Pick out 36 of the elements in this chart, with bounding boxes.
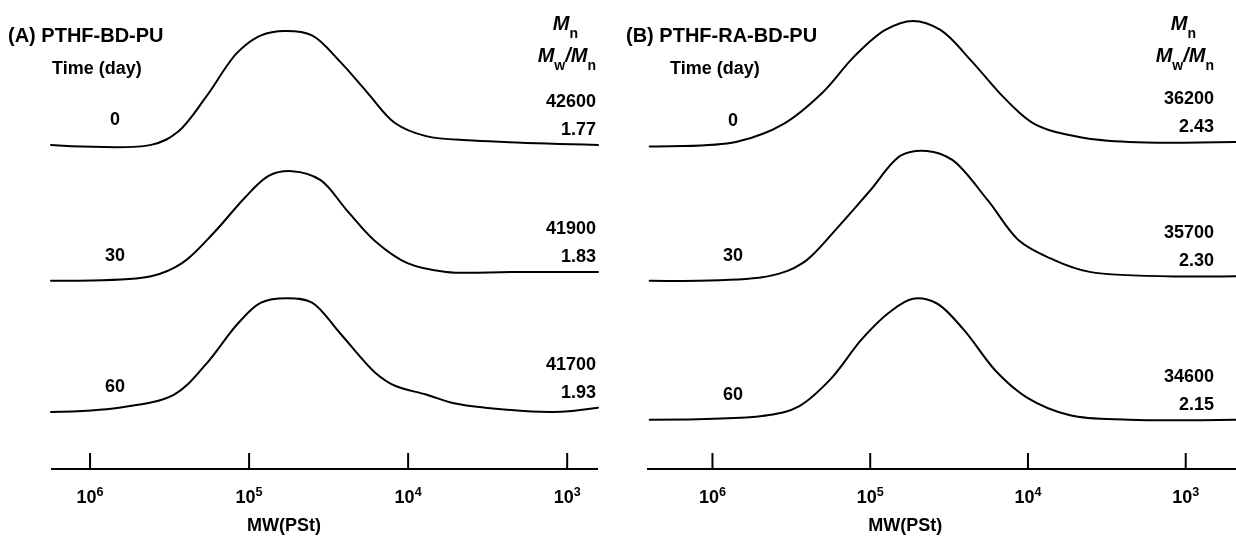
x-axis-title: MW(PSt) [868, 515, 943, 535]
legend-title: Time (day) [52, 58, 142, 78]
x-axis-title: MW(PSt) [247, 515, 322, 535]
annotation: M$_{w}$/M$_{n}$ [537, 44, 596, 73]
annotation: M$_{n}$ [1170, 12, 1196, 41]
x-tick-label: 10$^{5}$ [856, 485, 884, 507]
annotation: 1.93 [560, 381, 596, 402]
annotation: M$_{w}$/M$_{n}$ [1155, 44, 1214, 73]
series-label: 0 [109, 108, 121, 129]
annotation: 41900 [545, 217, 596, 238]
series-label: 30 [104, 244, 126, 265]
annotation: 1.83 [560, 245, 596, 266]
x-tick-label: 10$^{3}$ [1172, 485, 1200, 507]
legend-title: Time (day) [670, 58, 760, 78]
x-tick-label: 10$^{6}$ [76, 485, 104, 507]
chart-title: (A) PTHF-BD-PU [8, 24, 164, 46]
x-tick-label: 10$^{4}$ [394, 485, 422, 507]
series-label: 30 [722, 244, 744, 265]
series-label: 60 [722, 383, 744, 404]
series-label: 60 [104, 376, 126, 397]
annotation: 2.15 [1178, 393, 1214, 414]
series-label: 0 [727, 110, 739, 131]
annotation: 2.30 [1178, 250, 1214, 271]
annotation: 1.77 [560, 118, 596, 139]
x-tick-label: 10$^{3}$ [553, 485, 581, 507]
x-tick-label: 10$^{6}$ [698, 485, 726, 507]
annotation: M$_{n}$ [552, 12, 578, 41]
annotation: 34600 [1163, 365, 1214, 386]
annotation: 35700 [1163, 222, 1214, 243]
annotation: 2.43 [1178, 115, 1214, 136]
chart-title: (B) PTHF-RA-BD-PU [626, 24, 818, 46]
annotation: 41700 [545, 353, 596, 374]
x-tick-label: 10$^{5}$ [235, 485, 263, 507]
annotation: 36200 [1163, 87, 1214, 108]
annotation: 42600 [545, 90, 596, 111]
x-tick-label: 10$^{4}$ [1014, 485, 1042, 507]
